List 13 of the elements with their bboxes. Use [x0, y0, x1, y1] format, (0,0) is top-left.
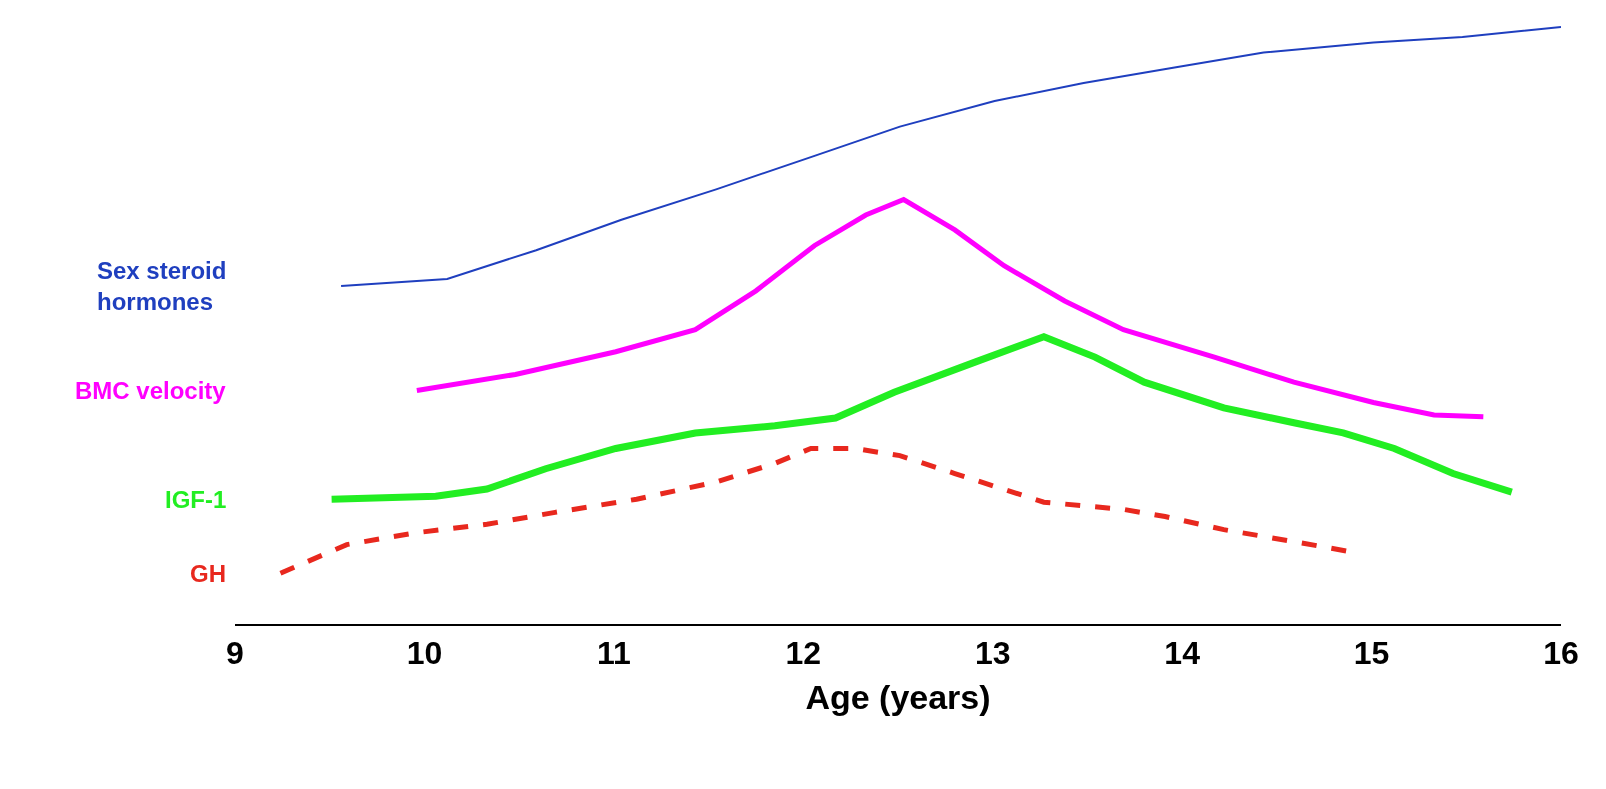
- x-tick-label: 11: [596, 635, 631, 672]
- x-tick-label: 12: [785, 635, 822, 672]
- x-tick-label: 15: [1353, 635, 1390, 672]
- text: Sex steroid hormones: [97, 257, 227, 316]
- text: BMC velocity: [75, 377, 227, 404]
- x-tick-label: 9: [226, 635, 244, 672]
- x-axis-title: Age (years): [805, 678, 991, 717]
- x-tick-label: 14: [1164, 635, 1201, 672]
- x-tick-label: 10: [406, 635, 443, 672]
- x-tick-label: 16: [1543, 635, 1579, 672]
- x-tick-label: 13: [974, 635, 1011, 672]
- text: GH: [190, 560, 226, 587]
- text: IGF-1: [165, 486, 227, 513]
